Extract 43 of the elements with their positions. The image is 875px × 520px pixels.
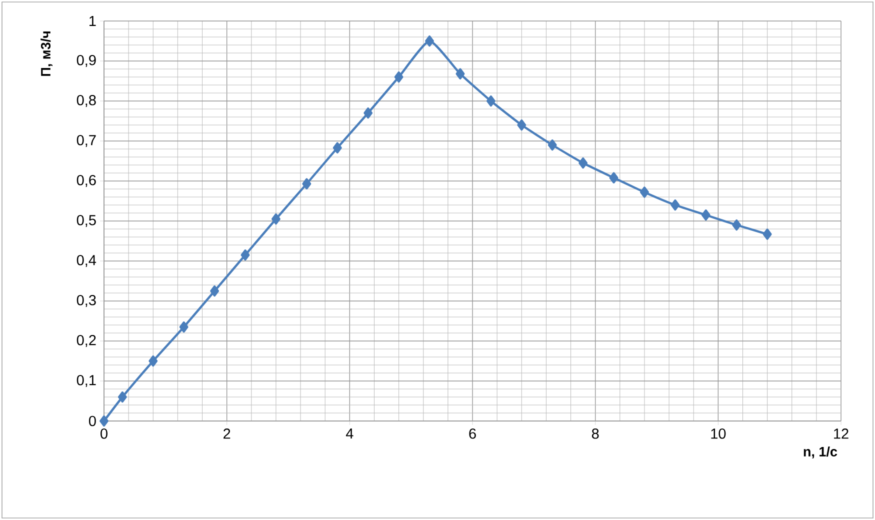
point <box>732 219 742 231</box>
point <box>670 199 680 211</box>
y-tick-label: 0,5 <box>76 215 96 227</box>
point <box>100 415 108 427</box>
point <box>609 172 618 184</box>
y-tick-label: 0,4 <box>76 255 96 267</box>
point <box>148 355 158 367</box>
point <box>332 142 342 154</box>
y-tick-label: 0,8 <box>76 95 96 107</box>
point <box>762 228 772 240</box>
point <box>118 391 127 403</box>
point <box>364 107 373 119</box>
y-tick-label: 1 <box>90 16 96 26</box>
point <box>425 35 434 47</box>
point <box>517 119 526 131</box>
y-tick-label: 0,3 <box>76 295 96 307</box>
point <box>486 95 496 107</box>
x-tick-label: 0 <box>100 428 108 439</box>
y-tick-label: 0,1 <box>76 375 96 387</box>
point <box>240 249 250 261</box>
point <box>548 139 557 151</box>
x-tick-label: 12 <box>834 428 848 439</box>
point <box>701 209 710 221</box>
y-tick-label: 0,7 <box>76 135 96 147</box>
y-tick-label: 0,2 <box>76 335 96 347</box>
x-axis-title: n, 1/с <box>804 446 838 458</box>
point <box>302 178 312 190</box>
point <box>210 285 220 297</box>
x-tick-label: 4 <box>346 428 354 439</box>
point <box>271 213 280 225</box>
point <box>456 68 465 80</box>
x-tick-label: 6 <box>469 428 476 439</box>
x-tick-label: 10 <box>711 428 726 439</box>
y-tick-label: 0,6 <box>76 175 96 187</box>
point <box>179 321 188 333</box>
point <box>578 157 588 169</box>
x-tick-label: 2 <box>224 428 230 439</box>
y-tick-label: 0 <box>88 416 96 426</box>
y-tick-label: 0,9 <box>76 55 96 67</box>
point <box>394 71 404 83</box>
x-tick-label: 8 <box>592 428 599 439</box>
y-axis-title: П, м3/ч <box>40 31 52 76</box>
point <box>640 186 649 198</box>
